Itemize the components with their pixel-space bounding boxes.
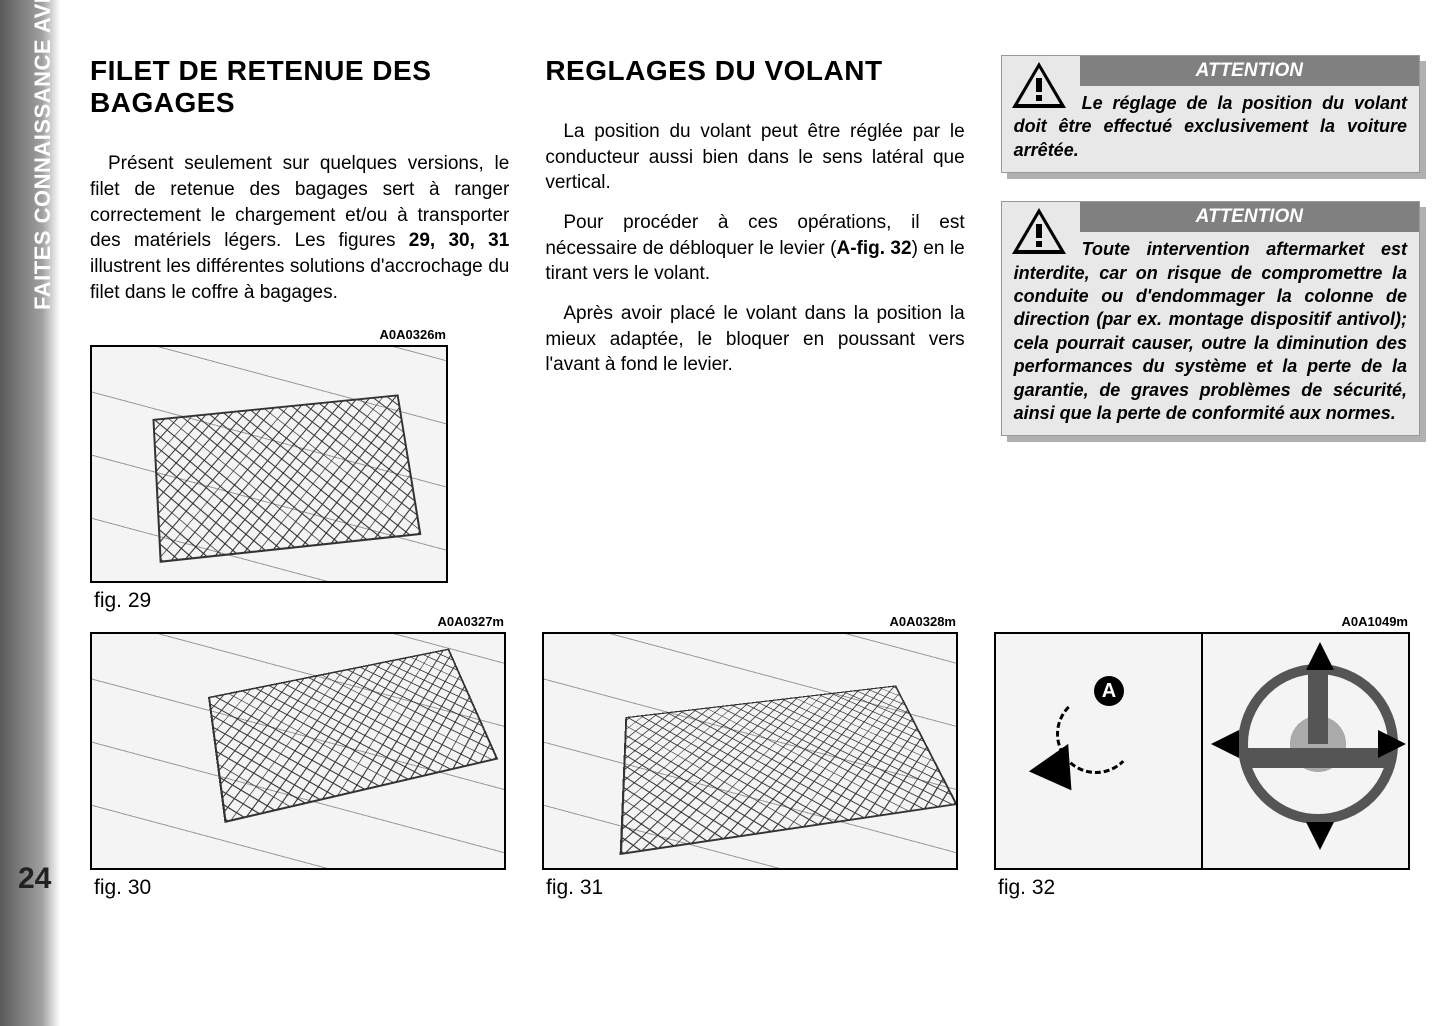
figure-caption: fig. 32: [998, 876, 1055, 900]
figure-31: A0A0328m fig. 31: [542, 632, 958, 870]
arrow-left-icon: [1211, 730, 1239, 758]
callout-label: A: [1094, 676, 1124, 706]
figure-code: A0A0326m: [380, 327, 447, 342]
figure-32: A0A1049m A fig. 32: [994, 632, 1410, 870]
warning-triangle-icon: [1010, 206, 1068, 256]
arrow-down-icon: [1306, 822, 1334, 850]
heading-reglages: REGLAGES DU VOLANT: [545, 55, 964, 87]
warning-text: Le réglage de la position du volant doit…: [1014, 92, 1407, 162]
steering-wheel-illustration: [1203, 634, 1408, 868]
fig-ref: 29, 30, 31: [409, 230, 510, 251]
warning-triangle-icon: [1010, 60, 1068, 110]
figure-code: A0A0327m: [438, 614, 505, 629]
figure-30: A0A0327m fig. 30: [90, 632, 506, 870]
col2-p1: La position du volant peut être réglée p…: [545, 119, 964, 196]
page-number: 24: [18, 862, 51, 896]
figure-row: A0A0327m fig. 30 A0A0328m fig. 31 A0A104…: [90, 632, 1410, 870]
figure-code: A0A1049m: [1342, 614, 1409, 629]
col2-p3: Après avoir placé le volant dans la posi…: [545, 301, 964, 378]
figure-caption: fig. 29: [94, 589, 151, 613]
warning-text: Toute intervention aftermarket est inter…: [1014, 238, 1407, 425]
warning-box-2: ATTENTION Toute intervention aftermarket…: [1001, 201, 1420, 436]
column-2: REGLAGES DU VOLANT La position du volant…: [545, 55, 964, 464]
warning-title: ATTENTION: [1080, 56, 1419, 86]
figure-caption: fig. 31: [546, 876, 603, 900]
col2-p2: Pour procéder à ces opérations, il est n…: [545, 210, 964, 287]
arrow-right-icon: [1378, 730, 1406, 758]
steering-lever-illustration: A: [996, 634, 1203, 868]
warning-box-1: ATTENTION Le réglage de la position du v…: [1001, 55, 1420, 173]
figure-code: A0A0328m: [890, 614, 957, 629]
figure-caption: fig. 30: [94, 876, 151, 900]
chapter-label: FAITES CONNAISSANCE AVEC VOTRE VOITURE: [30, 0, 56, 310]
arrow-up-icon: [1306, 642, 1334, 670]
figure-29: A0A0326m fig. 29: [90, 345, 448, 583]
warning-title: ATTENTION: [1080, 202, 1419, 232]
steering-wheel-icon: [1238, 664, 1398, 824]
fig-ref: A-fig. 32: [836, 238, 911, 259]
col1-paragraph: Présent seulement sur quelques versions,…: [90, 151, 509, 305]
heading-filet: FILET DE RETENUE DES BAGAGES: [90, 55, 509, 119]
text: illustrent les différentes solutions d'a…: [90, 256, 509, 303]
cargo-net-illustration: [152, 395, 421, 564]
column-3: ATTENTION Le réglage de la position du v…: [1001, 55, 1420, 464]
